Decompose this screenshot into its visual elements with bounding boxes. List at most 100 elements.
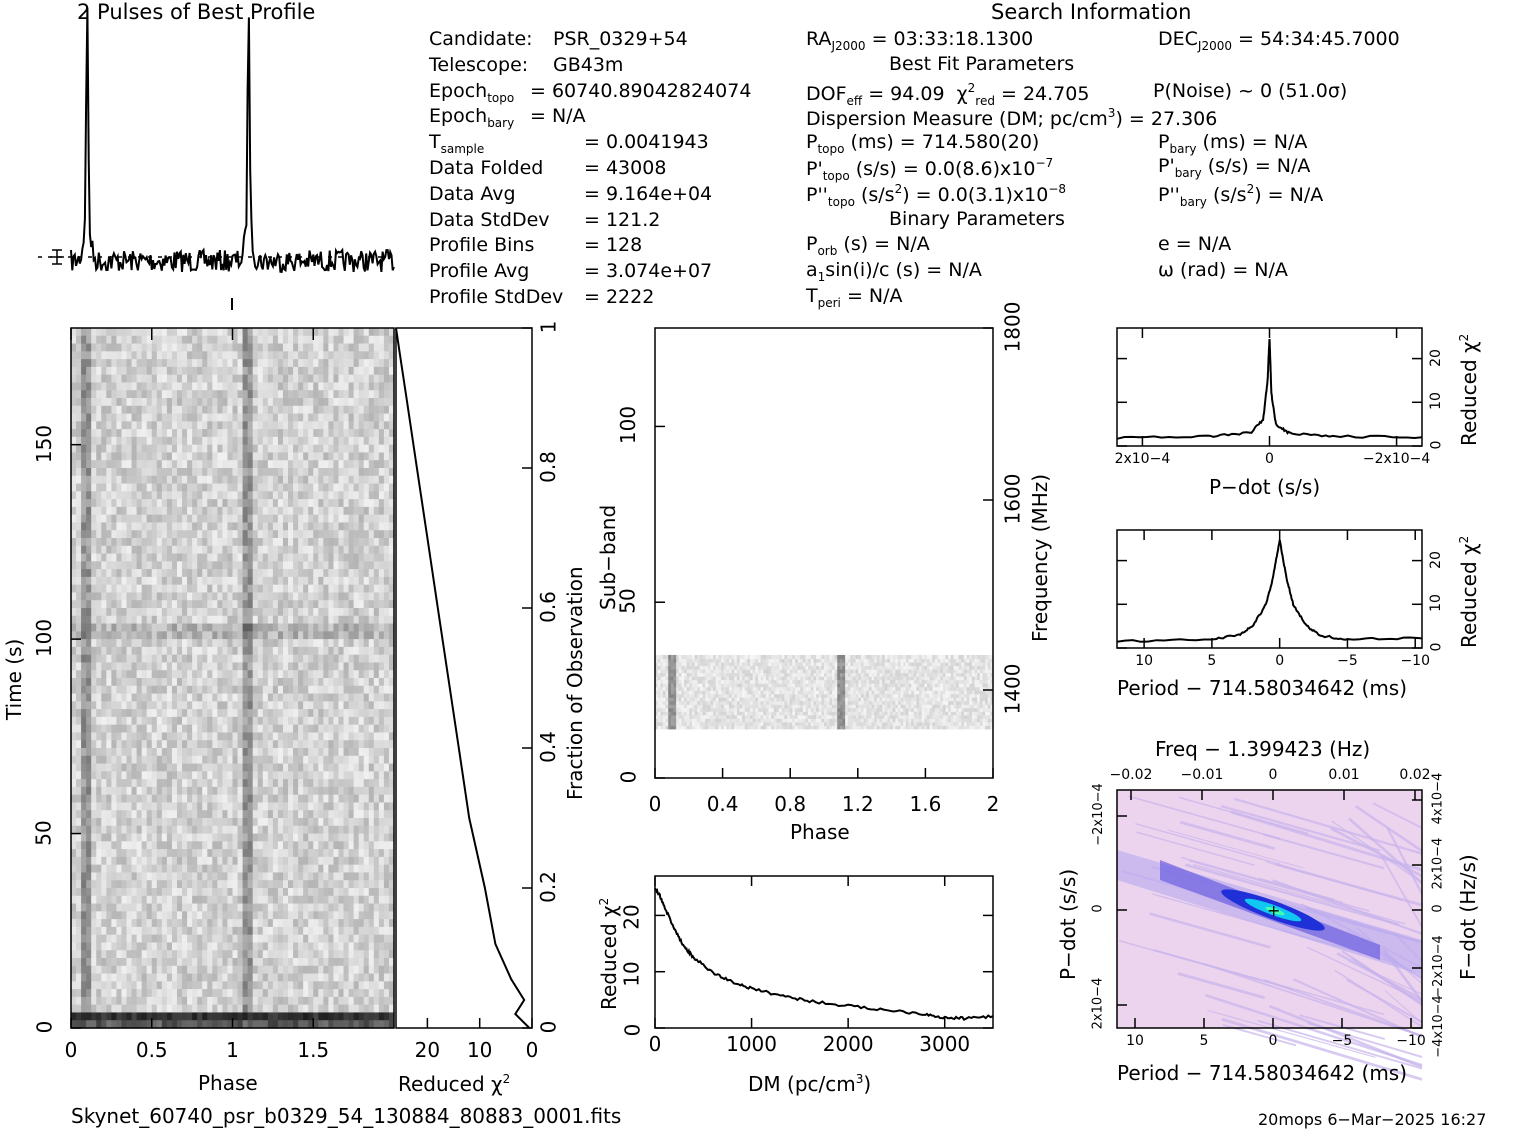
time-phase-cell	[131, 678, 138, 687]
time-phase-cell	[272, 895, 279, 905]
time-phase-cell	[237, 561, 244, 570]
time-phase-cell	[388, 545, 395, 555]
time-phase-cell	[217, 888, 224, 897]
time-phase-cell	[313, 849, 319, 858]
time-phase-cell	[131, 576, 138, 586]
time-phase-cell	[131, 491, 138, 500]
time-phase-cell	[96, 911, 102, 920]
time-phase-cell	[81, 382, 87, 391]
time-phase-cell	[71, 895, 77, 905]
time-phase-cell	[262, 359, 269, 368]
time-phase-cell	[192, 841, 198, 850]
time-phase-cell	[338, 335, 345, 345]
time-phase-cell	[146, 514, 153, 524]
time-phase-cell	[197, 405, 203, 415]
time-phase-cell	[146, 553, 153, 562]
time-phase-cell	[272, 748, 279, 757]
time-phase-cell	[222, 802, 229, 811]
time-phase-cell	[136, 374, 143, 384]
time-phase-cell	[136, 366, 143, 376]
time-phase-cell	[232, 460, 239, 469]
time-phase-cell	[388, 654, 395, 664]
time-phase-cell	[217, 849, 224, 858]
time-phase-cell	[96, 351, 102, 360]
time-phase-cell	[171, 584, 178, 594]
time-phase-cell	[121, 584, 128, 594]
time-phase-cell	[96, 841, 102, 850]
time-phase-cell	[288, 538, 294, 547]
time-phase-cell	[136, 701, 143, 710]
time-phase-cell	[91, 405, 97, 415]
time-phase-cell	[378, 538, 385, 547]
time-phase-cell	[373, 351, 380, 360]
profile-errorbar	[50, 249, 64, 265]
time-phase-cell	[182, 841, 188, 850]
time-phase-cell	[282, 888, 289, 897]
time-phase-cell	[237, 413, 244, 422]
time-phase-cell	[222, 639, 229, 648]
time-phase-cell	[76, 818, 82, 827]
time-phase-cell	[272, 701, 279, 710]
time-phase-cell	[368, 514, 375, 524]
time-phase-cell	[136, 646, 143, 656]
time-phase-cell	[267, 398, 274, 407]
time-phase-cell	[383, 483, 390, 492]
time-phase-cell	[338, 553, 345, 562]
time-phase-cell	[176, 600, 183, 609]
time-phase-cell	[373, 398, 380, 407]
time-phase-cell	[388, 670, 395, 679]
time-phase-cell	[217, 584, 224, 594]
time-phase-cell	[111, 429, 118, 438]
time-phase-cell	[187, 491, 193, 500]
time-phase-cell	[86, 468, 92, 477]
time-phase-cell	[166, 475, 173, 485]
time-phase-cell	[293, 468, 299, 477]
time-phase-cell	[247, 398, 254, 407]
time-phase-cell	[298, 506, 304, 516]
time-phase-cell	[272, 755, 279, 765]
time-phase-cell	[202, 631, 208, 640]
time-phase-cell	[192, 919, 198, 928]
time-phase-cell	[328, 685, 335, 695]
time-phase-cell	[192, 468, 198, 477]
time-phase-cell	[242, 335, 249, 345]
time-phase-cell	[182, 335, 188, 345]
time-phase-cell	[111, 483, 118, 492]
time-phase-cell	[71, 569, 77, 578]
time-phase-cell	[176, 678, 183, 687]
time-phase-cell	[252, 864, 259, 874]
time-phase-cell	[187, 328, 193, 337]
time-phase-cell	[378, 802, 385, 811]
time-phase-cell	[101, 584, 107, 594]
time-phase-cell	[373, 763, 380, 772]
time-phase-cell	[247, 514, 254, 524]
time-phase-cell	[101, 374, 107, 384]
time-phase-cell	[171, 413, 178, 422]
time-phase-cell	[227, 763, 234, 772]
time-phase-cell	[293, 499, 299, 508]
time-phase-cell	[333, 608, 340, 617]
time-phase-cell	[282, 794, 289, 804]
time-phase-cell	[136, 545, 143, 555]
time-phase-cell	[227, 569, 234, 578]
time-phase-cell	[136, 576, 143, 586]
time-phase-cell	[272, 398, 279, 407]
time-phase-cell	[222, 328, 229, 337]
time-phase-cell	[81, 483, 87, 492]
time-phase-cell	[176, 468, 183, 477]
time-phase-cell	[202, 802, 208, 811]
time-phase-cell	[81, 895, 87, 905]
time-phase-cell	[358, 872, 365, 881]
time-phase-cell	[141, 740, 148, 749]
time-phase-cell	[227, 670, 234, 679]
time-phase-cell	[131, 561, 138, 570]
time-phase-cell	[272, 888, 279, 897]
time-phase-cell	[81, 678, 87, 687]
time-phase-cell	[212, 405, 218, 415]
time-phase-cell	[161, 491, 168, 500]
time-phase-cell	[252, 654, 259, 664]
time-phase-cell	[282, 748, 289, 757]
time-phase-cell	[293, 716, 299, 726]
time-phase-cell	[176, 328, 183, 337]
time-phase-cell	[257, 740, 264, 749]
